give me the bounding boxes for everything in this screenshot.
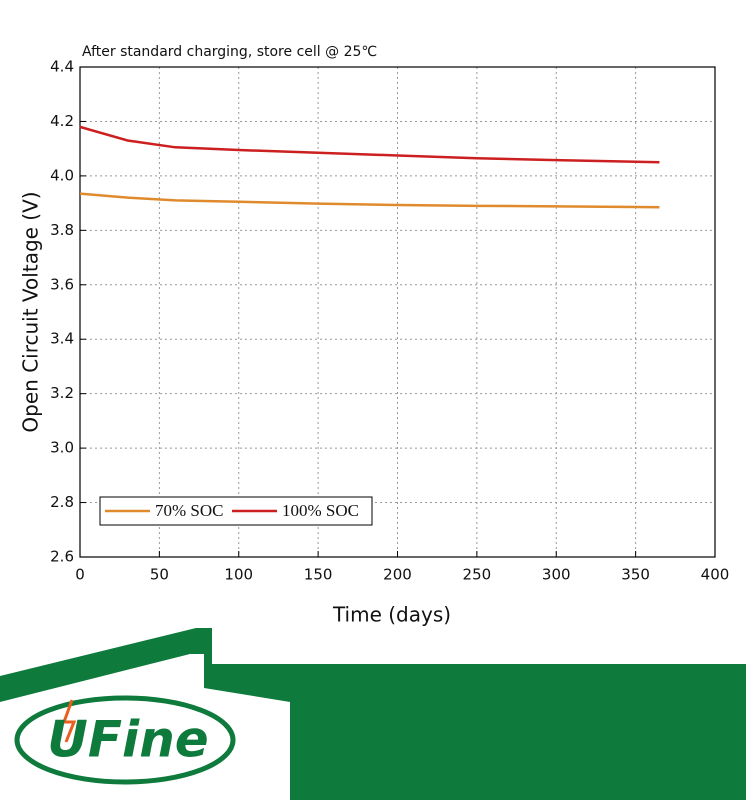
y-axis-label: Open Circuit Voltage (V) — [19, 191, 43, 432]
x-tick-label: 200 — [383, 566, 412, 584]
y-tick-label: 3.2 — [50, 384, 74, 402]
y-tick-label: 4.4 — [50, 58, 74, 76]
data-line — [79, 125, 660, 164]
y-tick-label: 2.6 — [50, 548, 74, 566]
logo-text: UFine — [47, 711, 208, 769]
legend: 70% SOC 100% SOC — [99, 496, 373, 526]
plot-frame — [79, 66, 716, 558]
x-tick-label: 250 — [463, 566, 492, 584]
x-tick-label: 0 — [75, 566, 85, 584]
y-tick-label: 4.0 — [50, 166, 74, 184]
logo-ring — [14, 695, 236, 785]
plot: 0 50 100 150 200 250 300 350 400 2.6 2.8 3.0 3.2 3.4 3… — [50, 58, 729, 584]
x-tick-label: 350 — [621, 566, 650, 584]
x-tick-label: 100 — [224, 566, 253, 584]
y-tick-label: 3.4 — [50, 330, 74, 348]
x-tick-label: 50 — [150, 566, 169, 584]
y-tick-label: 2.8 — [50, 493, 74, 511]
x-tick-label: 300 — [542, 566, 571, 584]
logo-bolt — [61, 699, 77, 743]
x-tick-label: 400 — [701, 566, 730, 584]
chart-title: After standard charging, store cell @ 25… — [82, 44, 377, 60]
legend-label: 70% SOC — [155, 501, 223, 520]
legend-label: 100% SOC — [282, 501, 359, 520]
banner: UFine — [0, 628, 746, 800]
y-tick-label: 3.6 — [50, 275, 74, 293]
y-tick-label: 3.0 — [50, 439, 74, 457]
x-axis-label: Time (days) — [332, 603, 451, 627]
x-tick-label: 150 — [304, 566, 333, 584]
data-line — [79, 192, 660, 209]
y-tick-label: 3.8 — [50, 221, 74, 239]
y-tick-label: 4.2 — [50, 112, 74, 130]
